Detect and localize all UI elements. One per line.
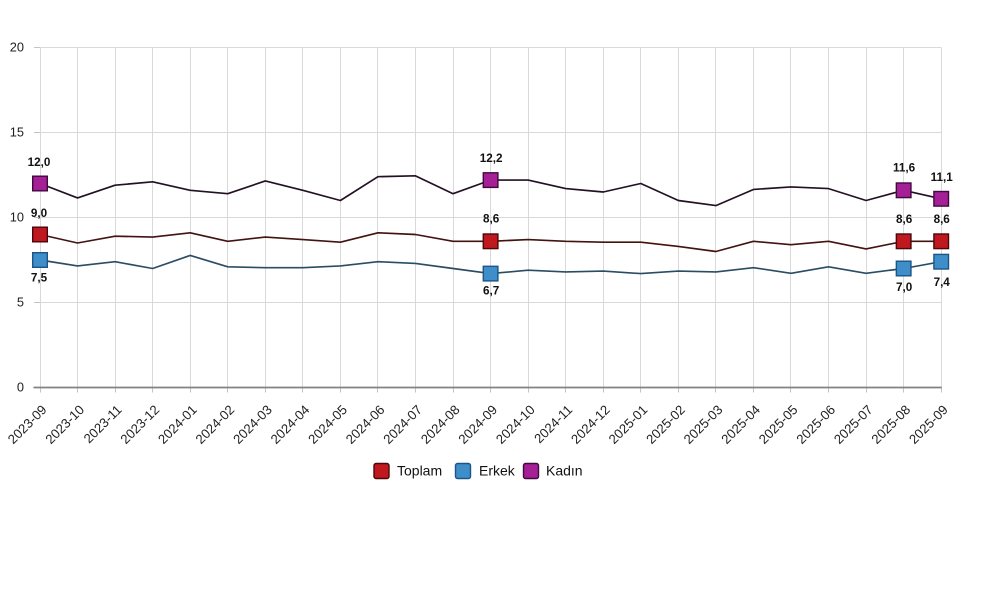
svg-text:9,0: 9,0: [31, 207, 48, 220]
svg-text:6,7: 6,7: [483, 284, 499, 297]
svg-text:7,0: 7,0: [896, 281, 913, 294]
svg-text:15: 15: [10, 125, 24, 140]
svg-text:0: 0: [17, 380, 24, 395]
svg-text:11,6: 11,6: [893, 162, 916, 175]
svg-text:Erkek: Erkek: [479, 462, 516, 478]
svg-text:Toplam: Toplam: [397, 462, 442, 478]
svg-text:8,6: 8,6: [483, 213, 500, 226]
svg-text:12,0: 12,0: [28, 156, 51, 169]
svg-text:7,4: 7,4: [934, 276, 951, 289]
svg-text:5: 5: [17, 295, 24, 310]
svg-text:8,6: 8,6: [934, 213, 951, 226]
svg-text:Kadın: Kadın: [546, 462, 583, 478]
svg-text:8,6: 8,6: [896, 213, 913, 226]
svg-text:20: 20: [10, 40, 24, 55]
svg-text:10: 10: [10, 210, 24, 225]
svg-text:7,5: 7,5: [31, 272, 48, 285]
svg-text:11,1: 11,1: [931, 171, 954, 184]
svg-text:12,2: 12,2: [480, 152, 503, 165]
